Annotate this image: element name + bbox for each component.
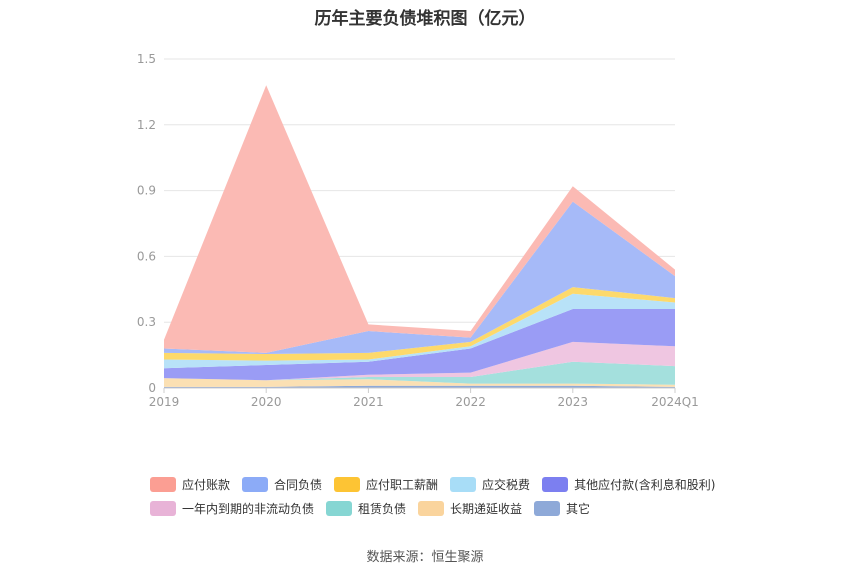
x-tick-label: 2020 — [251, 395, 282, 409]
x-tick-label: 2019 — [149, 395, 180, 409]
area-其他应付款(含利息和股利)[interactable] — [164, 309, 675, 381]
y-tick-label: 0.9 — [137, 184, 156, 198]
legend-item[interactable]: 其他应付款(含利息和股利) — [542, 476, 715, 493]
legend-item[interactable]: 应交税费 — [450, 476, 530, 493]
y-tick-label: 1.2 — [137, 118, 156, 132]
legend-item[interactable]: 应付职工薪酬 — [334, 476, 438, 493]
area-应付账款[interactable] — [164, 85, 675, 353]
legend-swatch — [150, 500, 176, 516]
legend-label: 应付职工薪酬 — [366, 477, 439, 492]
y-tick-label: 0.3 — [137, 315, 156, 329]
area-长期递延收益[interactable] — [164, 378, 675, 387]
legend-label: 长期递延收益 — [450, 501, 523, 516]
area-租赁负债[interactable] — [164, 361, 675, 385]
legend-label: 应付账款 — [182, 477, 231, 492]
source-note: 数据来源：恒生聚源 — [366, 550, 484, 565]
legend-label: 其它 — [566, 501, 591, 516]
legend-item[interactable]: 合同负债 — [242, 476, 322, 493]
legend-swatch — [418, 500, 445, 516]
area-series — [164, 85, 675, 388]
legend-swatch — [534, 500, 561, 516]
legend-label: 合同负债 — [274, 477, 323, 492]
legend-label: 其他应付款(含利息和股利) — [574, 477, 716, 492]
y-tick-label: 0 — [148, 381, 156, 395]
legend-row: 应付账款 合同负债 应付职工薪酬 应交税费 其他应付款(含利息和股利) — [150, 472, 750, 496]
area-应付职工薪酬[interactable] — [164, 287, 675, 361]
legend-swatch — [450, 476, 477, 492]
legend-swatch — [242, 476, 269, 492]
area-一年内到期的非流动负债[interactable] — [164, 341, 675, 381]
legend-label: 应交税费 — [482, 477, 531, 492]
legend: 应付账款 合同负债 应付职工薪酬 应交税费 其他应付款(含利息和股利) 一年内到期的非流动… — [150, 472, 750, 520]
x-tick-label: 2021 — [353, 395, 384, 409]
legend-item[interactable]: 长期递延收益 — [418, 500, 522, 517]
legend-swatch — [326, 500, 353, 516]
chart-title: 历年主要负债堆积图（亿元） — [314, 9, 536, 29]
y-tick-label: 0.6 — [137, 249, 156, 263]
legend-swatch — [150, 476, 176, 492]
legend-label: 租赁负债 — [358, 501, 407, 516]
area-其它[interactable] — [164, 385, 675, 388]
x-tick-label: 2022 — [455, 395, 486, 409]
legend-item[interactable]: 应付账款 — [150, 476, 230, 493]
legend-swatch — [334, 476, 361, 492]
x-tick-label: 2023 — [558, 395, 589, 409]
legend-row: 一年内到期的非流动负债 租赁负债 长期递延收益 其它 — [150, 496, 750, 520]
area-应交税费[interactable] — [164, 293, 675, 369]
legend-item[interactable]: 其它 — [534, 500, 590, 517]
legend-swatch — [542, 476, 569, 492]
legend-item[interactable]: 租赁负债 — [326, 500, 406, 517]
y-tick-label: 1.5 — [137, 52, 156, 66]
area-合同负债[interactable] — [164, 201, 675, 354]
axes: 0 0.3 0.6 0.9 1.2 1.5 2019 2020 2021 2022 2023 2024… — [137, 52, 699, 409]
x-tick-label: 2024Q1 — [651, 395, 699, 409]
legend-label: 一年内到期的非流动负债 — [182, 501, 315, 516]
legend-item[interactable]: 一年内到期的非流动负债 — [150, 500, 314, 517]
